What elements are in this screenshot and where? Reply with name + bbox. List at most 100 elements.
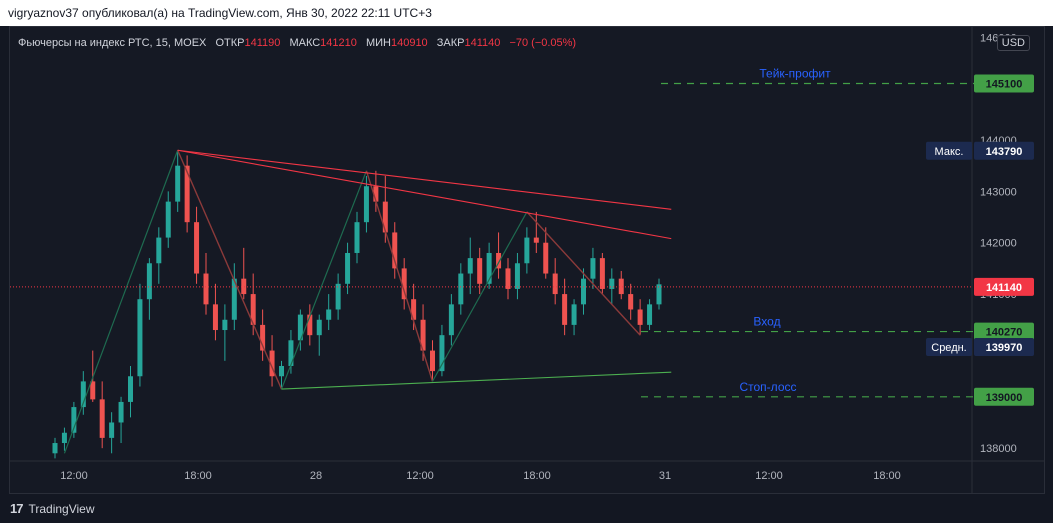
candle-body xyxy=(80,381,86,408)
axis-price-tag xyxy=(974,337,1034,356)
x-tick-label: 31 xyxy=(659,470,671,482)
publication-header: vigryaznov37 опубликовал(а) на TradingVi… xyxy=(0,0,1053,26)
candle-body xyxy=(61,432,67,444)
candle-body xyxy=(194,222,200,274)
candle-body xyxy=(458,273,464,305)
candle-body xyxy=(165,201,171,238)
tradingview-logo[interactable]: 17 TradingView xyxy=(10,501,95,516)
candle-body xyxy=(128,376,133,402)
level-name: Стоп-лосс xyxy=(739,380,796,394)
level-price-tag xyxy=(974,387,1034,406)
candle-body xyxy=(581,278,586,305)
candle-body xyxy=(231,278,237,320)
candle-body xyxy=(533,237,539,243)
currency-button[interactable]: USD xyxy=(996,35,1030,51)
wave-line xyxy=(177,149,283,390)
x-tick-label: 18:00 xyxy=(873,470,901,482)
y-tick-label: 142000 xyxy=(980,238,1017,250)
candle-body xyxy=(260,324,266,351)
axis-price-label: 143790 xyxy=(986,146,1023,158)
y-tick-label: 143000 xyxy=(980,186,1017,198)
close-value: 141140 xyxy=(464,37,501,49)
ohlc-legend: Фьючерсы на индекс РТС, 15, MOEX ОТКР141… xyxy=(18,37,576,49)
candle-body xyxy=(656,284,662,305)
candle-body xyxy=(590,258,596,279)
candle-body xyxy=(137,299,143,377)
candle-body xyxy=(543,242,549,274)
candle-body xyxy=(288,340,294,366)
candle-body xyxy=(420,319,426,351)
candle-body xyxy=(212,304,218,331)
candle-body xyxy=(373,186,379,202)
candle-body xyxy=(99,399,105,438)
x-tick-label: 28 xyxy=(310,470,322,482)
symbol-title: Фьючерсы на индекс РТС, 15, MOEX xyxy=(18,37,207,49)
low-value: 140910 xyxy=(390,37,428,49)
candle-body xyxy=(430,350,435,372)
axis-tag-label: Средн. xyxy=(931,342,967,354)
level-price-label: 139000 xyxy=(986,392,1023,404)
resistance-line-upper xyxy=(177,149,672,210)
x-tick-label: 12:00 xyxy=(406,470,434,482)
candle-body xyxy=(156,237,162,264)
candle-body xyxy=(146,263,152,300)
footer: 17 TradingView xyxy=(0,495,1053,523)
candle-body xyxy=(628,294,634,310)
candle-body xyxy=(486,252,492,284)
x-tick-label: 12:00 xyxy=(755,470,783,482)
candle-body xyxy=(392,232,398,269)
candle-body xyxy=(599,258,605,289)
candle-body xyxy=(552,273,558,295)
change-value: −70 (−0.05%) xyxy=(509,37,577,49)
candle-body xyxy=(496,252,502,269)
support-line xyxy=(281,371,672,390)
candle-body xyxy=(222,319,228,331)
candle-body xyxy=(307,314,313,336)
axis-price-label: 141140 xyxy=(986,282,1022,294)
y-tick-label: 138000 xyxy=(980,443,1017,455)
axis-price-label: 139970 xyxy=(986,342,1023,354)
candle-body xyxy=(52,443,58,454)
candle-body xyxy=(184,165,190,223)
candle-body xyxy=(316,319,322,336)
wave-line xyxy=(280,170,367,390)
candle-body xyxy=(467,258,473,274)
open-value: 141190 xyxy=(244,37,281,49)
high-label: МАКС xyxy=(289,37,321,49)
candle-body xyxy=(241,278,247,295)
wave-line xyxy=(431,211,528,382)
axis-tag-box xyxy=(926,141,972,160)
publish-line: vigryaznov37 опубликовал(а) на TradingVi… xyxy=(8,6,432,20)
level-name: Тейк-профит xyxy=(759,66,831,80)
candle-body xyxy=(269,350,275,377)
candle-body xyxy=(335,283,341,310)
candle-body xyxy=(411,299,417,320)
candle-body xyxy=(354,222,360,253)
candle-body xyxy=(514,263,520,289)
candle-body xyxy=(326,309,332,320)
level-price-label: 140270 xyxy=(986,327,1023,339)
candle-body xyxy=(250,294,256,325)
open-label: ОТКР xyxy=(215,37,245,49)
candle-body xyxy=(363,186,369,223)
chart-pane[interactable]: 1380001390001400001410001420001430001440… xyxy=(9,26,1045,494)
wave-line xyxy=(63,150,179,454)
candle-body xyxy=(279,365,284,377)
candle-body xyxy=(477,258,483,284)
candle-body xyxy=(647,304,653,325)
level-price-tag xyxy=(974,322,1034,341)
high-value: 141210 xyxy=(320,37,357,49)
candle-body xyxy=(90,381,96,400)
candle-body xyxy=(448,304,454,336)
candle-body xyxy=(175,165,181,202)
brand-name: TradingView xyxy=(28,501,95,516)
candle-body xyxy=(439,335,445,372)
candle-body xyxy=(118,401,124,423)
resistance-line-lower xyxy=(177,149,672,240)
level-name: Вход xyxy=(753,315,780,329)
level-price-label: 145100 xyxy=(986,78,1023,90)
candle-body xyxy=(637,309,643,325)
x-tick-label: 18:00 xyxy=(184,470,212,482)
candle-body xyxy=(203,273,209,305)
price-chart[interactable]: 1380001390001400001410001420001430001440… xyxy=(10,27,1044,493)
